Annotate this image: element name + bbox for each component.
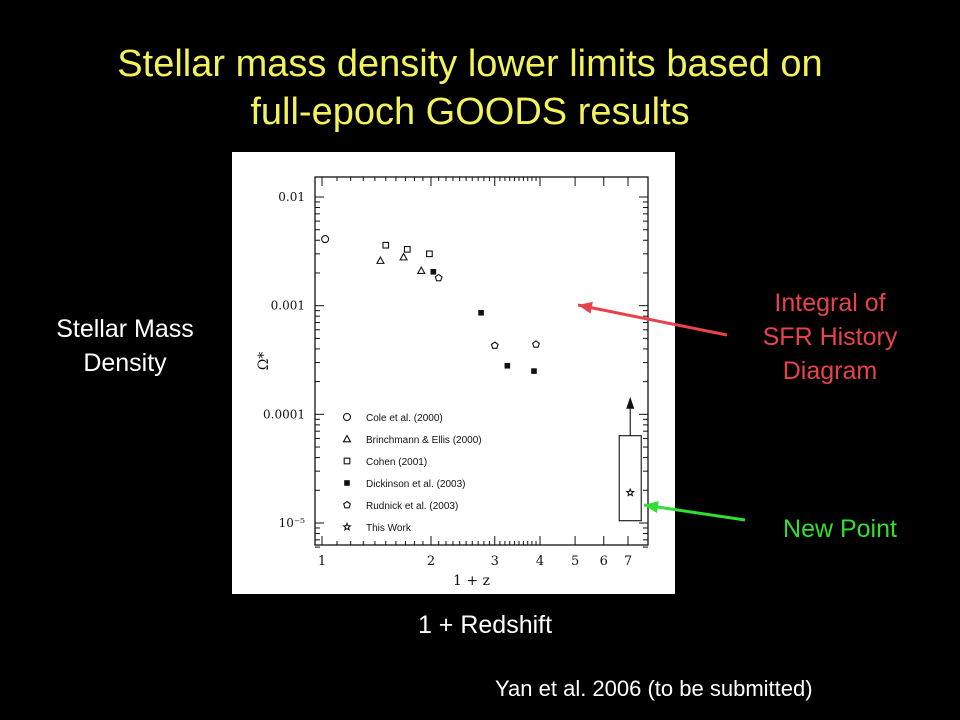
chart-panel: [232, 152, 675, 594]
citation: Yan et al. 2006 (to be submitted): [495, 676, 813, 701]
legend-marker: [342, 522, 352, 531]
legend-marker: [344, 480, 350, 486]
x-tick-label: 2: [427, 554, 435, 569]
x-tick-label: 5: [571, 554, 579, 569]
y-axis-caption: Stellar Mass Density: [20, 312, 230, 380]
data-point: [490, 341, 499, 349]
lower-limit-arrowhead: [626, 396, 635, 409]
data-point: [478, 309, 484, 316]
callout-integral-line3: Diagram: [782, 357, 878, 385]
slide-title-line1: Stellar mass density lower limits based …: [117, 43, 823, 85]
slide-title-line2: full-epoch GOODS results: [250, 91, 690, 133]
data-point: [531, 368, 537, 374]
x-tick-label: 3: [491, 554, 499, 569]
legend-marker: [342, 412, 352, 422]
callout-new-point-arrow-line: [643, 503, 746, 522]
data-point: [382, 241, 390, 249]
y-axis-caption-line1: Stellar Mass: [56, 315, 194, 343]
data-point: [321, 235, 330, 244]
callout-new-point-arrow-head: [644, 501, 659, 513]
legend-marker: [343, 457, 351, 465]
callout-integral-line2: SFR History: [762, 323, 898, 351]
x-tick-label: 1: [318, 554, 326, 569]
y-tick-label: 10⁻⁵: [279, 516, 306, 530]
y-tick-label: 0.0001: [263, 407, 305, 421]
legend-entry: Cole et al. (2000): [366, 413, 443, 424]
data-point: [625, 487, 635, 497]
plot-frame: [314, 176, 649, 546]
y-axis-caption-line2: Density: [83, 349, 167, 377]
data-point: [430, 268, 437, 275]
data-point: [399, 252, 409, 261]
x-tick-label: 4: [536, 554, 544, 569]
callout-integral-arrow-head: [578, 301, 593, 314]
data-point: [416, 266, 426, 275]
data-point: [375, 255, 385, 264]
x-axis-title: 1 + z: [453, 573, 490, 589]
data-point: [434, 273, 443, 282]
legend-entry: This Work: [366, 523, 412, 534]
callout-integral: Integral of SFR History Diagram: [730, 286, 930, 388]
data-point: [532, 340, 540, 348]
callout-integral-arrow-line: [577, 303, 728, 337]
callout-new-point-arrow: [643, 501, 746, 522]
y-axis-title: Ω*: [256, 352, 272, 371]
legend-entry: Dickinson et al. (2003): [366, 479, 466, 490]
legend-marker: [342, 434, 352, 443]
callout-new-point: New Point: [783, 515, 897, 543]
data-point: [403, 245, 411, 253]
callout-integral-line1: Integral of: [774, 289, 886, 317]
x-tick-label: 6: [600, 554, 608, 569]
legend-entry: Brinchmann & Ellis (2000): [366, 435, 482, 446]
legend-entry: Rudnick et al. (2003): [366, 501, 458, 512]
x-tick-label: 7: [624, 554, 632, 569]
data-point: [504, 362, 511, 369]
legend-entry: Cohen (2001): [366, 457, 427, 468]
x-axis-caption: 1 + Redshift: [417, 611, 553, 639]
callout-integral-arrow: [577, 301, 728, 337]
y-tick-label: 0.01: [278, 190, 305, 204]
y-tick-label: 0.001: [271, 299, 305, 313]
legend-marker: [343, 500, 351, 509]
data-point: [426, 250, 433, 258]
